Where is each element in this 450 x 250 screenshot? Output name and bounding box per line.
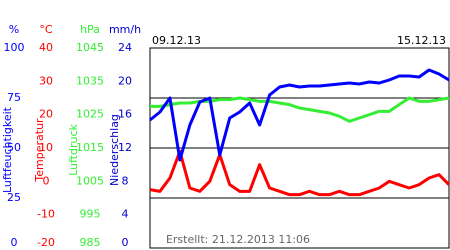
y-tick-label: 20 xyxy=(118,74,132,87)
y-tick-label: 30 xyxy=(39,74,53,87)
y-tick-label: 4 xyxy=(122,208,129,221)
y-tick-label: 1015 xyxy=(76,141,104,154)
y-tick-label: 25 xyxy=(7,191,21,204)
y-tick-label: 12 xyxy=(118,141,132,154)
y-tick-label: 985 xyxy=(80,236,101,249)
series-line xyxy=(149,149,450,197)
start-date: 09.12.13 xyxy=(152,34,201,47)
y-tick-label: 20 xyxy=(39,108,53,121)
y-tick-label: 8 xyxy=(122,174,129,187)
y-tick-label: -20 xyxy=(37,236,55,249)
axis-label: Niederschlag xyxy=(108,114,121,186)
axis-label: Luftfeuchtigkeit xyxy=(1,106,14,193)
y-tick-label: 0 xyxy=(11,236,18,249)
axis-label: Luftdruck xyxy=(67,123,80,175)
y-tick-label: 50 xyxy=(7,141,21,154)
series-line xyxy=(149,68,450,162)
y-tick-label: 100 xyxy=(4,41,25,54)
end-date: 15.12.13 xyxy=(397,34,446,47)
y-tick-label: 16 xyxy=(118,108,132,121)
axis-unit: mm/h xyxy=(109,23,141,36)
y-tick-label: 1045 xyxy=(76,41,104,54)
y-tick-label: 24 xyxy=(118,41,132,54)
y-tick-label: 995 xyxy=(80,208,101,221)
axis-unit: % xyxy=(9,23,19,36)
y-tick-label: 75 xyxy=(7,91,21,104)
axis-label: Temperatur xyxy=(33,118,46,183)
y-tick-label: 0 xyxy=(122,236,129,249)
footer: Erstellt: 21.12.2013 11:06 xyxy=(166,233,310,246)
y-tick-label: 40 xyxy=(39,41,53,54)
y-tick-label: 0 xyxy=(43,174,50,187)
y-tick-label: 1025 xyxy=(76,108,104,121)
y-tick-label: -10 xyxy=(37,208,55,221)
y-tick-label: 10 xyxy=(39,141,53,154)
y-tick-label: 1035 xyxy=(76,74,104,87)
axis-unit: hPa xyxy=(80,23,100,36)
y-tick-label: 1005 xyxy=(76,174,104,187)
axis-unit: °C xyxy=(39,23,53,36)
